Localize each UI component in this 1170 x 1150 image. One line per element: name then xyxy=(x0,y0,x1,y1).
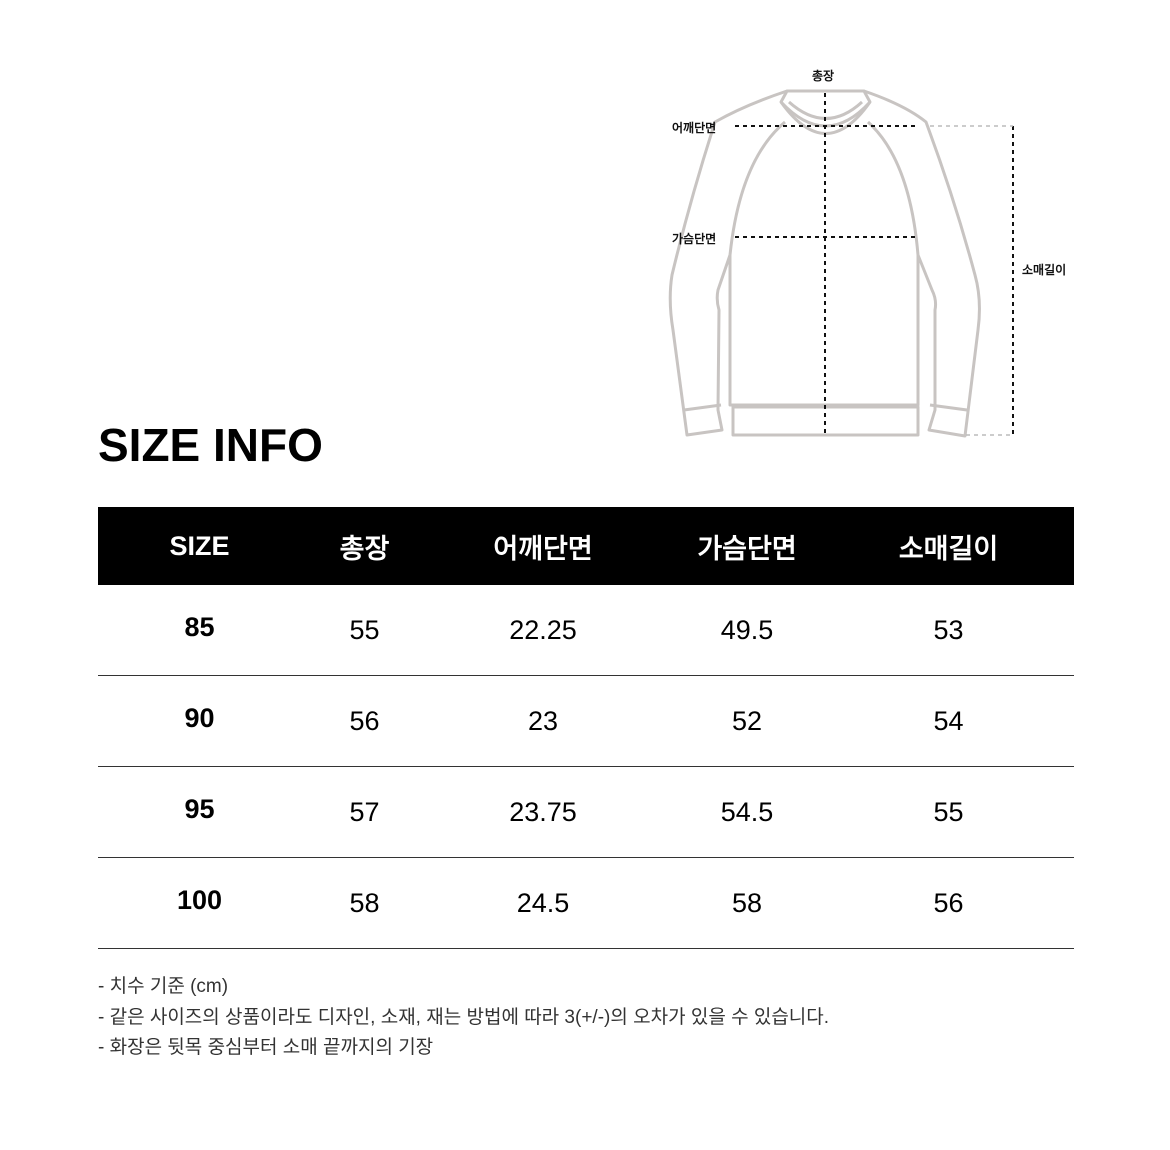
cell: 56 xyxy=(933,887,964,918)
note: - 치수 기준 (cm) xyxy=(98,976,229,997)
cell: 23 xyxy=(527,705,559,736)
header-chest: 가슴단면 xyxy=(697,533,797,564)
cell: 53 xyxy=(933,614,964,645)
sweater-illustration xyxy=(668,89,1014,438)
label-chest: 가슴단면 xyxy=(672,232,717,246)
cell: 56 xyxy=(349,705,380,736)
table-row: 85 55 22.25 49.5 53 xyxy=(98,585,1074,676)
cell: 22.25 xyxy=(509,614,577,645)
header-shoulder: 어깨단면 xyxy=(493,533,593,564)
garment-diagram: 총장 어깨단면 가슴단면 소매길이 xyxy=(0,0,1170,460)
size-table: SIZE 총장 어깨단면 가슴단면 소매길이 85 55 22.25 49.5 … xyxy=(98,507,1074,949)
cell: 52 xyxy=(731,705,763,736)
header-sleeve: 소매길이 xyxy=(898,533,999,564)
page-title: SIZE INFO xyxy=(98,419,323,471)
cell: 49.5 xyxy=(720,614,774,645)
notes: - 치수 기준 (cm) - 같은 사이즈의 상품이라도 디자인, 소재, 재는… xyxy=(98,972,829,1064)
cell: 23.75 xyxy=(509,796,577,827)
note: - 화장은 뒷목 중심부터 소매 끝까지의 기장 xyxy=(98,1037,434,1058)
table-row: 95 57 23.75 54.5 55 xyxy=(98,767,1074,858)
cell: 24.5 xyxy=(516,887,570,918)
cell-size: 95 xyxy=(184,793,215,824)
table-row: 100 58 24.5 58 56 xyxy=(98,858,1074,949)
cell-size: 85 xyxy=(184,611,215,642)
cell: 54 xyxy=(933,705,964,736)
label-sleeve: 소매길이 xyxy=(1022,263,1067,277)
cell: 57 xyxy=(349,796,380,827)
cell: 54.5 xyxy=(720,796,774,827)
note: - 같은 사이즈의 상품이라도 디자인, 소재, 재는 방법에 따라 3(+/-… xyxy=(98,1006,830,1028)
cell-size: 90 xyxy=(184,702,215,733)
header-size: SIZE xyxy=(169,530,230,561)
table-row: 90 56 23 52 54 xyxy=(98,676,1074,767)
table-header: SIZE 총장 어깨단면 가슴단면 소매길이 xyxy=(98,507,1074,585)
cell: 58 xyxy=(349,887,380,918)
label-total-length: 총장 xyxy=(812,69,835,83)
cell: 55 xyxy=(349,614,380,645)
cell-size: 100 xyxy=(176,884,223,915)
header-total-length: 총장 xyxy=(339,533,390,564)
cell: 58 xyxy=(731,887,763,918)
label-shoulder: 어깨단면 xyxy=(672,121,717,135)
cell: 55 xyxy=(933,796,964,827)
